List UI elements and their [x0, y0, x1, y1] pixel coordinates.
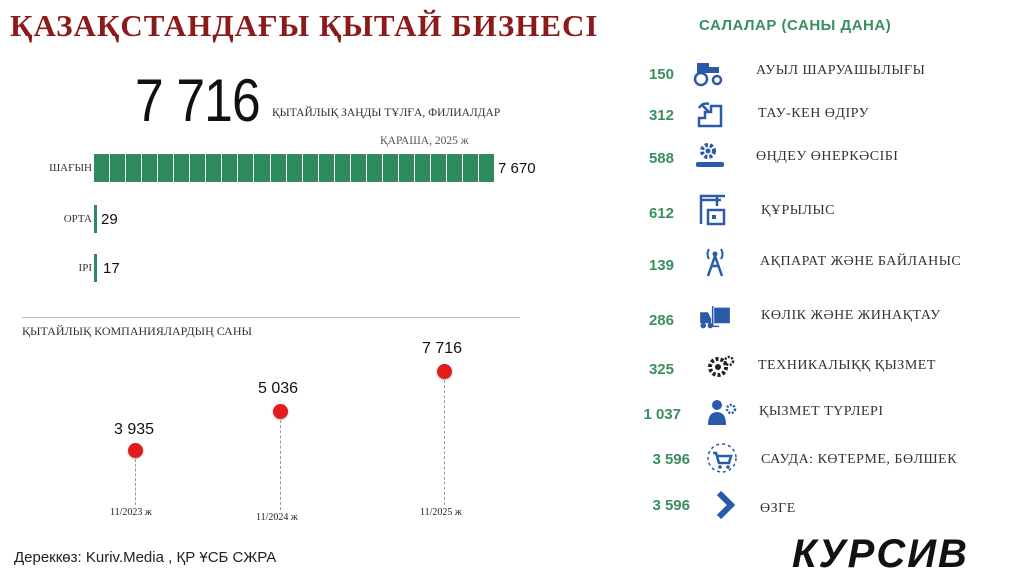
sector-label-technical: ТЕХНИКАЛЫҚҚ ҚЫЗМЕТ: [758, 358, 936, 373]
trend-value-2024: 5 036: [258, 380, 299, 397]
page-title: ҚАЗАҚСТАНДАҒЫ ҚЫТАЙ БИЗНЕСІ: [10, 8, 599, 43]
mining-icon: [692, 99, 728, 129]
sector-value-services: 1 037: [643, 406, 681, 423]
trend-year-2025: 11/2025 ж: [420, 507, 462, 518]
gears-icon: [703, 352, 739, 382]
trend-title: ҚЫТАЙЛЫҚ КОМПАНИЯЛАРДЫҢ САНЫ: [22, 324, 252, 338]
sector-label-construction: ҚҰРЫЛЫС: [761, 203, 835, 218]
forklift-icon: [697, 302, 733, 332]
sector-value-trade: 3 596: [652, 451, 690, 468]
sector-label-other: ӨЗГЕ: [760, 501, 796, 516]
crane-icon: [694, 194, 730, 226]
size-label-large: ІРІ: [78, 262, 92, 274]
sector-value-technical: 325: [648, 361, 674, 378]
sector-label-services: ҚЫЗМЕТ ТҮРЛЕРІ: [759, 404, 884, 419]
sector-label-mining: ТАУ-КЕН ӨДІРУ: [758, 106, 869, 121]
sector-value-transport: 286: [648, 312, 674, 329]
size-bar-large: [94, 254, 97, 282]
trend-stem-2023: [135, 459, 136, 505]
factory-gear-icon: [692, 140, 728, 170]
trend-stem-2024: [280, 420, 281, 510]
shopping-cart-icon: [704, 443, 740, 473]
sector-value-ict: 139: [648, 257, 674, 274]
size-value-large: 17: [103, 260, 120, 277]
section-divider: [22, 317, 520, 318]
trend-value-2025: 7 716: [422, 340, 463, 357]
sector-value-agriculture: 150: [648, 66, 674, 83]
size-bar-medium: [94, 205, 97, 233]
sectors-title: САЛАЛАР (САНЫ ДАНА): [699, 17, 892, 34]
kursiv-logo: КУРСИВ: [792, 532, 969, 576]
size-label-small: ШАҒЫН: [49, 162, 92, 174]
sector-label-agriculture: АУЫЛ ШАРУАШЫЛЫҒЫ: [756, 63, 926, 78]
trend-value-2023: 3 935: [114, 421, 155, 438]
sector-label-trade: САУДА: КӨТЕРМЕ, БӨЛШЕК: [761, 452, 958, 467]
sector-value-construction: 612: [648, 205, 674, 222]
service-person-icon: [704, 397, 740, 427]
trend-point-2023: [128, 443, 143, 458]
trend-stem-2025: [444, 380, 445, 505]
sector-value-mining: 312: [648, 107, 674, 124]
trend-point-2024: [273, 404, 288, 419]
total-caption: ҚЫТАЙЛЫҚ ЗАҢДЫ ТҰЛҒА, ФИЛИАЛДАР: [272, 107, 501, 119]
total-value: 7 716: [135, 67, 261, 134]
size-label-medium: ОРТА: [63, 213, 92, 225]
tractor-icon: [690, 58, 726, 88]
trend-year-2023: 11/2023 ж: [110, 507, 152, 518]
antenna-icon: [697, 246, 733, 277]
source-note: Дереккөз: Kuriv.Media , ҚР ҰСБ СЖРА: [14, 549, 277, 566]
chevron-right-icon: [707, 490, 743, 520]
size-value-medium: 29: [101, 211, 118, 228]
size-bar-small: [94, 154, 495, 182]
sector-label-manufacturing: ӨҢДЕУ ӨНЕРКӘСІБІ: [756, 149, 899, 164]
date-note: ҚАРАША, 2025 ж: [380, 135, 469, 147]
sector-value-manufacturing: 588: [648, 150, 674, 167]
size-value-small: 7 670: [498, 160, 536, 177]
sector-value-other: 3 596: [652, 497, 690, 514]
sector-label-ict: АҚПАРАТ ЖӘНЕ БАЙЛАНЫС: [760, 254, 962, 269]
trend-year-2024: 11/2024 ж: [256, 512, 298, 523]
sector-label-transport: КӨЛІК ЖӘНЕ ЖИНАҚТАУ: [761, 308, 941, 323]
trend-point-2025: [437, 364, 452, 379]
